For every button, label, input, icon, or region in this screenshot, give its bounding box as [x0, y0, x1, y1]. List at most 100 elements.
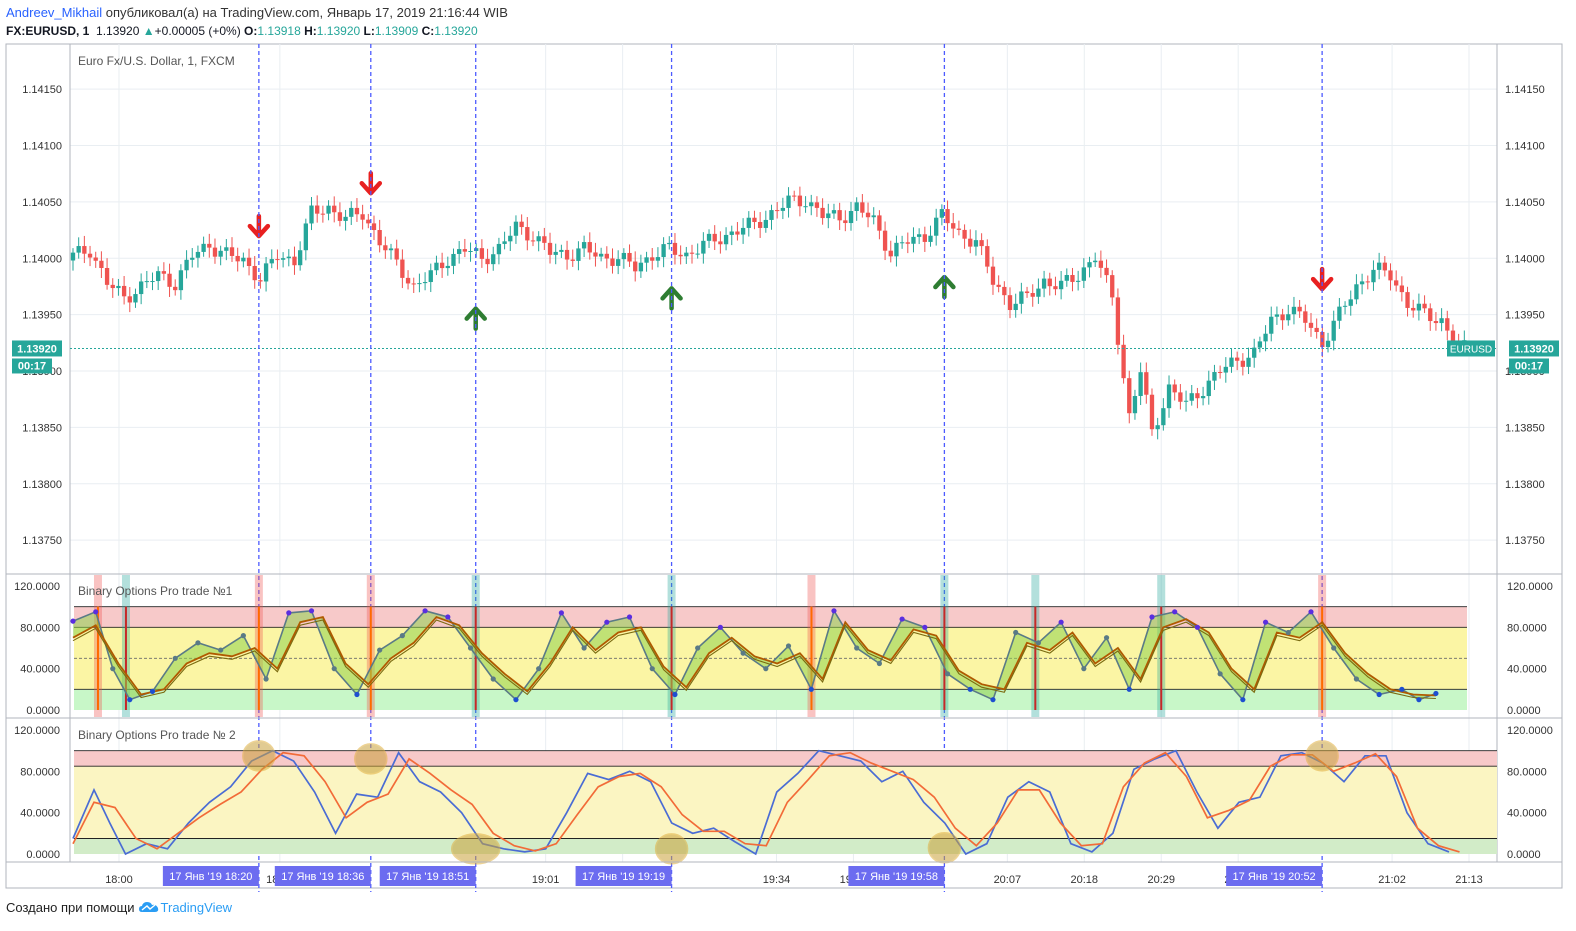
candle-body [775, 210, 780, 212]
y-tick-label-left: 1.13750 [22, 535, 62, 547]
candle-body [655, 257, 661, 261]
candle-body [280, 258, 286, 260]
candle-body [1076, 280, 1081, 282]
osc1-point [1433, 690, 1439, 697]
candle-body [616, 259, 621, 266]
y-tick-label-left: 1.14000 [22, 253, 62, 265]
candle-body [485, 258, 490, 265]
osc1-point [1194, 624, 1201, 630]
candle-body [678, 254, 683, 257]
osc1-point [331, 666, 337, 672]
last-price-badge-left [12, 340, 62, 357]
osc1-point [740, 650, 746, 656]
y-tick-label-left: 80.0000 [20, 766, 60, 778]
y-tick-label-right: 1.14150 [1505, 84, 1545, 96]
osc1-point [967, 686, 973, 692]
level-band [74, 766, 1497, 839]
candle-body [837, 210, 842, 221]
tradingview-link[interactable]: TradingView [160, 900, 233, 915]
candle-body [985, 246, 990, 267]
osc1-point [1103, 635, 1110, 641]
candle-body [1212, 372, 1217, 381]
candle-body [468, 250, 473, 252]
chart-canvas[interactable]: 18:0018:2319:0119:1219:3419:4520:0720:18… [0, 0, 1576, 900]
candle-body [1149, 394, 1155, 430]
y-tick-label-right: 0.0000 [1507, 849, 1541, 861]
osc1-point [399, 633, 405, 639]
y-tick-label-right: 1.13950 [1505, 310, 1545, 322]
candle-body [1450, 330, 1456, 344]
osc1-point [672, 691, 678, 698]
candle-body [1416, 303, 1422, 311]
candle-body [826, 213, 831, 219]
candle-body [207, 243, 212, 248]
osc1-point [286, 610, 292, 616]
candle-body [309, 205, 314, 224]
last-price-value-right: 1.13920 [1514, 343, 1554, 355]
candle-body [729, 231, 734, 235]
time-badge-label: 17 Янв '19 19:58 [855, 871, 938, 883]
y-tick-label-right: 1.13850 [1505, 422, 1545, 434]
candle-body [1081, 267, 1086, 281]
osc1-point [1262, 619, 1269, 625]
candle-body [797, 195, 803, 207]
candle-body [388, 248, 394, 251]
up-triangle-icon: ▲ [142, 24, 155, 38]
candle-body [757, 222, 763, 228]
candle-body [860, 202, 865, 213]
osc1-fast-line [72, 608, 1437, 702]
y-tick-label-right: 40.0000 [1507, 664, 1547, 676]
candle-body [1229, 357, 1234, 367]
candle-body [1132, 396, 1138, 414]
osc1-point [467, 645, 474, 651]
candle-body [87, 253, 93, 258]
symbol-badge-label: EURUSD [1450, 344, 1492, 355]
candle-body [1359, 281, 1365, 285]
candle-body [411, 283, 416, 285]
candle-body [1342, 305, 1348, 307]
y-tick-label-left: 0.0000 [26, 705, 60, 717]
candle-body [882, 230, 888, 251]
osc1-point [263, 676, 269, 682]
candle-body [905, 242, 910, 244]
candle-body [894, 242, 899, 257]
candle-body [1411, 307, 1416, 311]
candle-body [633, 261, 638, 272]
candle-body [542, 236, 547, 243]
oscillator-pane-1: 120.0000 120.0000 80.0000 80.0000 40.0000 40.… [6, 573, 1562, 717]
y-tick-label-left: 1.13800 [22, 479, 62, 491]
candle-body [1371, 269, 1376, 283]
candle-body [1257, 341, 1263, 348]
candle-body [1325, 340, 1331, 348]
candle-body [1024, 291, 1030, 294]
osc1-point [922, 624, 928, 630]
candle-body [1337, 306, 1342, 321]
candle-body [1127, 378, 1132, 414]
candle-body [1365, 281, 1370, 283]
candle-body [184, 259, 189, 271]
time-badge [274, 866, 371, 886]
candle-body [530, 240, 536, 242]
candle-body [922, 234, 927, 242]
time-badge-label: 17 Янв '19 18:51 [386, 871, 469, 883]
candle-body [224, 247, 229, 251]
author-link[interactable]: Andreev_Mikhail [6, 5, 103, 20]
candle-body [1286, 314, 1291, 321]
y-tick-label-left: 1.13850 [22, 422, 62, 434]
candle-body [587, 242, 592, 253]
candle-body [803, 206, 808, 208]
candle-body [1200, 396, 1206, 399]
tradingview-cloud-icon [138, 902, 158, 912]
candle-body [780, 207, 786, 211]
candle-body [1138, 372, 1143, 397]
candle-body [462, 249, 467, 252]
candle-body [218, 250, 223, 257]
x-tick-label: 21:13 [1455, 874, 1483, 886]
candle-body [138, 281, 144, 295]
candle-body [144, 281, 149, 283]
osc1-point [354, 691, 360, 698]
candle-body [695, 253, 700, 255]
candle-body [1252, 347, 1257, 358]
candle-body [865, 212, 871, 218]
created-with-label: Создано при помощи [6, 900, 135, 915]
